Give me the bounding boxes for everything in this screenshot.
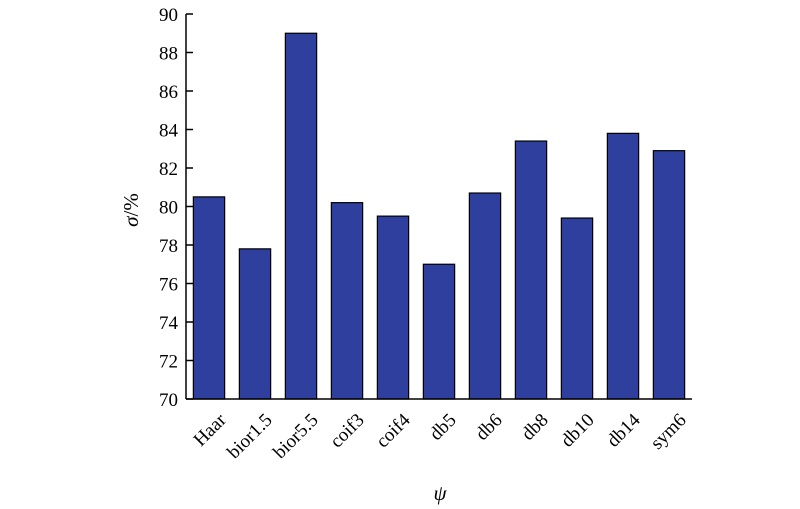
y-tick-label: 76 [159, 275, 178, 296]
bar-db8 [514, 140, 548, 400]
bar-coif3 [330, 202, 364, 400]
x-axis-title: ψ [433, 481, 447, 505]
bar-bior1.5 [238, 248, 272, 400]
y-axis-title-unit: /% [119, 193, 143, 216]
x-tick-label-db8: db8 [518, 410, 553, 445]
bar-db6 [468, 192, 502, 400]
y-tick-label: 78 [159, 236, 178, 257]
y-axis-title-symbol: σ [119, 215, 143, 227]
bar-db14 [606, 132, 640, 400]
y-tick-label: 86 [159, 82, 178, 103]
y-ticks-group: 70 72 74 76 78 80 82 84 86 88 90 [159, 5, 193, 411]
y-tick-label: 74 [159, 313, 179, 334]
bar-db5 [422, 263, 456, 400]
bar-bior5.5 [284, 32, 318, 400]
y-axis-title: σ/% [119, 193, 143, 227]
y-tick-label: 90 [159, 5, 178, 26]
x-tick-label-bior1.5: bior1.5 [223, 410, 276, 463]
y-tick-label: 88 [159, 44, 178, 65]
x-tick-label-db5: db5 [426, 410, 461, 445]
bars-group [192, 32, 686, 400]
x-tick-label-Haar: Haar [190, 409, 231, 450]
y-tick-label: 72 [159, 352, 178, 373]
x-tick-label-db6: db6 [472, 410, 507, 445]
y-tick-label: 82 [159, 159, 178, 180]
x-tick-label-coif3: coif3 [326, 410, 368, 452]
x-tick-label-sym6: sym6 [647, 410, 691, 454]
x-tick-label-coif4: coif4 [372, 409, 415, 452]
x-tick-label-db14: db14 [603, 409, 645, 451]
bar-coif4 [376, 215, 410, 400]
y-tick-label: 84 [159, 121, 179, 142]
y-tick-label: 70 [159, 390, 178, 411]
y-tick-label: 80 [159, 198, 178, 219]
bar-Haar [192, 196, 226, 400]
bar-sym6 [652, 150, 686, 400]
x-tick-label-bior5.5: bior5.5 [269, 410, 322, 463]
x-tick-label-db10: db10 [557, 410, 599, 452]
bar-db10 [560, 217, 594, 400]
